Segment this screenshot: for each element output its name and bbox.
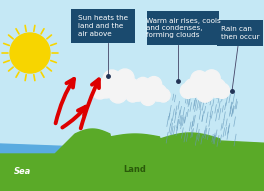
Circle shape	[180, 83, 196, 98]
Circle shape	[120, 78, 140, 98]
Circle shape	[92, 83, 108, 99]
Circle shape	[203, 70, 220, 87]
FancyBboxPatch shape	[147, 11, 219, 45]
Polygon shape	[0, 144, 80, 191]
Circle shape	[137, 80, 159, 102]
Circle shape	[135, 77, 150, 93]
Circle shape	[128, 83, 144, 99]
Text: Rain can
then occur: Rain can then occur	[221, 26, 259, 40]
Circle shape	[150, 84, 167, 101]
Text: Warm air rises, cools
and condenses,
forming clouds: Warm air rises, cools and condenses, for…	[146, 18, 220, 39]
Circle shape	[146, 77, 162, 92]
Circle shape	[193, 74, 217, 98]
FancyBboxPatch shape	[71, 9, 135, 43]
Text: Land: Land	[124, 164, 147, 173]
Circle shape	[196, 85, 214, 102]
FancyBboxPatch shape	[217, 20, 263, 46]
Circle shape	[103, 70, 121, 88]
Circle shape	[214, 83, 230, 98]
Circle shape	[207, 78, 226, 97]
Circle shape	[191, 71, 208, 88]
Circle shape	[96, 78, 116, 98]
Circle shape	[157, 88, 170, 102]
Circle shape	[126, 88, 139, 102]
Text: Sea: Sea	[13, 167, 31, 176]
Circle shape	[129, 84, 146, 101]
Circle shape	[109, 85, 127, 103]
Circle shape	[116, 69, 134, 87]
Circle shape	[140, 90, 156, 105]
Text: Sun heats the
land and the
air above: Sun heats the land and the air above	[78, 15, 128, 36]
Circle shape	[184, 78, 203, 97]
Polygon shape	[0, 129, 264, 191]
Circle shape	[105, 73, 131, 99]
Circle shape	[10, 33, 50, 73]
